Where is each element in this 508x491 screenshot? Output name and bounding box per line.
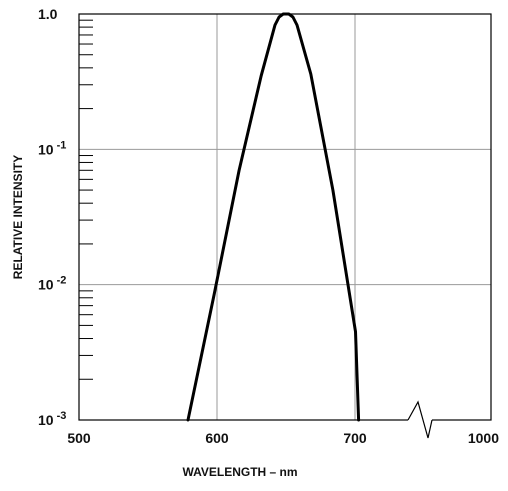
y-tick-label: 10 -2 [38,275,66,293]
x-tick-labels: 500 600 700 1000 [67,430,499,446]
x-axis-title: WAVELENGTH – nm [182,465,297,479]
x-tick-label: 700 [343,430,367,446]
axis-break-zigzag [407,400,433,439]
grid-lines [79,14,491,420]
y-tick-label: 10 -1 [38,139,66,157]
axis-break-gap [408,418,432,422]
y-axis-title: RELATIVE INTENSITY [11,155,25,279]
x-tick-label: 1000 [468,430,499,446]
plot-frame [78,13,492,421]
x-axis-break [407,400,433,439]
y-tick-label: 1.0 [38,6,58,22]
x-tick-label: 600 [205,430,229,446]
series-line [186,12,361,422]
y-tick-label: 10 -3 [38,410,66,428]
x-tick-label: 500 [67,430,91,446]
y-minor-ticks [79,19,93,380]
series-group [186,12,361,422]
y-tick-labels: 1.0 10-1 10-2 10-3 [38,6,66,428]
